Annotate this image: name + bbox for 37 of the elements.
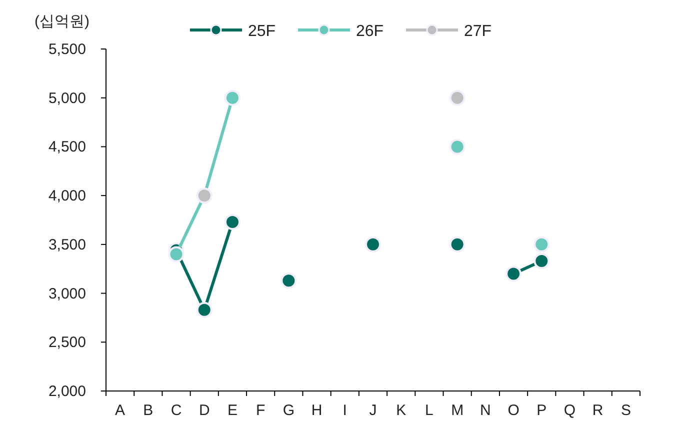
- y-tick-label: 4,500: [48, 138, 86, 156]
- x-tick-label: E: [227, 402, 238, 419]
- y-tick-label: 2,500: [48, 334, 86, 352]
- x-tick-label: K: [396, 402, 406, 419]
- x-tick-label: N: [480, 402, 491, 419]
- point: [449, 138, 466, 155]
- x-tick-label: C: [170, 402, 182, 419]
- y-axis-title: (십억원): [34, 13, 90, 30]
- x-tick-label: L: [425, 402, 434, 419]
- x-tick-label: S: [620, 402, 631, 419]
- legend-label: 27F: [464, 23, 492, 40]
- legend-label: 25F: [248, 23, 276, 40]
- point: [365, 236, 381, 252]
- x-tick-label: G: [282, 402, 295, 419]
- x-tick-label: H: [311, 402, 322, 419]
- point: [534, 236, 550, 252]
- x-tick-label: D: [198, 402, 210, 419]
- y-tick-label: 3,500: [48, 236, 86, 254]
- y-tick-label: 2,000: [48, 383, 86, 400]
- x-tick-label: A: [115, 402, 126, 419]
- y-tick-label: 3,000: [48, 285, 86, 302]
- x-tick-label: Q: [564, 402, 576, 419]
- x-tick-label: P: [536, 402, 547, 419]
- y-tick-label: 5,000: [48, 90, 86, 107]
- y-tick-label: 4,000: [48, 188, 86, 205]
- x-tick-label: R: [592, 402, 604, 419]
- legend-label: 26F: [356, 23, 384, 40]
- x-tick-label: O: [508, 402, 520, 419]
- y-tick-label: 5,500: [48, 41, 86, 58]
- point: [449, 236, 466, 252]
- x-tick-label: J: [369, 402, 377, 419]
- x-tick-label: F: [256, 402, 266, 419]
- x-tick-label: B: [143, 402, 154, 419]
- x-tick-label: M: [451, 402, 464, 419]
- x-tick-label: I: [342, 402, 347, 419]
- point: [449, 90, 466, 106]
- point: [280, 272, 297, 289]
